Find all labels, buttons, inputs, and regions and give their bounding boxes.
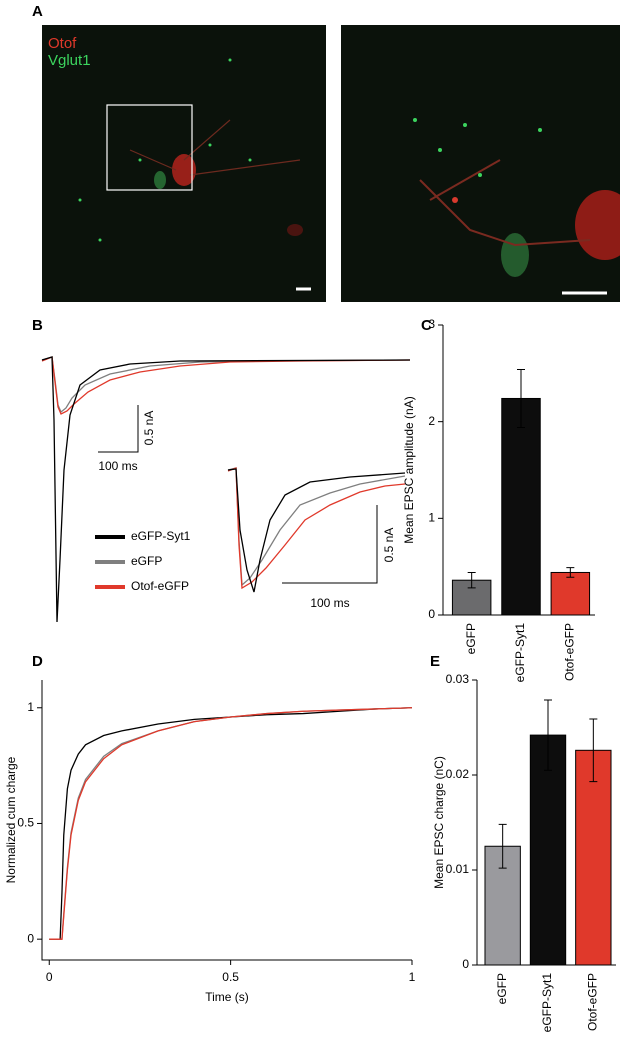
y-tick-label: 2: [428, 414, 435, 428]
panel-label: A: [32, 3, 43, 20]
y-tick-label: 0: [462, 957, 469, 971]
y-axis-label: Mean EPSC amplitude (nA): [402, 396, 416, 543]
trace: [41, 356, 411, 415]
axes: [41, 680, 412, 961]
panel-label: C: [421, 317, 432, 334]
scale-label: 0.5 nA: [382, 528, 396, 563]
panel-label: B: [32, 317, 43, 334]
scale-label: 0.5 nA: [142, 411, 156, 446]
error-bar: [589, 718, 598, 783]
scale-label: 100 ms: [310, 596, 349, 610]
y-tick-label: 0.02: [446, 767, 470, 781]
bar: [575, 749, 612, 966]
y-tick-label: 0: [428, 607, 435, 621]
x-tick-label: 0.5: [222, 970, 239, 984]
bar: [529, 734, 567, 966]
legend-label: Otof-eGFP: [131, 579, 189, 593]
error-bar: [498, 823, 507, 869]
line: [49, 707, 413, 940]
x-tick-label: 1: [409, 970, 416, 984]
panel-label: D: [32, 653, 43, 670]
error-bar: [517, 368, 525, 428]
y-tick-label: 0.01: [446, 862, 470, 876]
trace: [227, 467, 406, 587]
scale-label: 100 ms: [98, 459, 137, 473]
y-axis-label: Normalized cum charge: [4, 756, 18, 883]
y-axis-label: Mean EPSC charge (nC): [432, 756, 446, 889]
image-label: Vglut1: [48, 52, 91, 69]
x-tick-label: eGFP-Syt1: [540, 973, 554, 1033]
x-tick-label: Otof-eGFP: [563, 623, 577, 681]
y-tick-label: 1: [27, 700, 34, 714]
y-tick-label: 1: [428, 511, 435, 525]
trace: [227, 468, 406, 593]
panel-label: E: [430, 653, 440, 670]
line: [49, 707, 413, 940]
x-tick-label: eGFP: [495, 973, 509, 1004]
bar: [501, 397, 541, 616]
scale-bar: [282, 505, 378, 584]
zoom-box: [106, 104, 193, 191]
cells: [78, 58, 620, 277]
y-tick-label: 0.03: [446, 672, 470, 686]
x-tick-label: eGFP: [464, 623, 478, 654]
x-tick-label: eGFP-Syt1: [513, 623, 527, 683]
y-tick-label: 3: [428, 317, 435, 331]
y-tick-label: 0.5: [17, 816, 34, 830]
bar: [550, 571, 591, 616]
trace: [41, 356, 411, 623]
line: [49, 707, 413, 940]
error-bar: [544, 699, 552, 771]
x-tick-label: 0: [46, 970, 53, 984]
image-label: Otof: [48, 35, 77, 52]
error-bar: [566, 567, 575, 578]
error-bar: [467, 571, 476, 589]
x-tick-label: Otof-eGFP: [586, 973, 600, 1031]
trace: [41, 356, 411, 414]
micrograph-right: [341, 25, 620, 302]
scale-bar: [98, 405, 139, 453]
trace: [227, 467, 406, 590]
legend-label: eGFP-Syt1: [131, 529, 191, 543]
x-axis-label: Time (s): [205, 990, 249, 1004]
legend-label: eGFP: [131, 554, 162, 568]
y-tick-label: 0: [27, 931, 34, 945]
